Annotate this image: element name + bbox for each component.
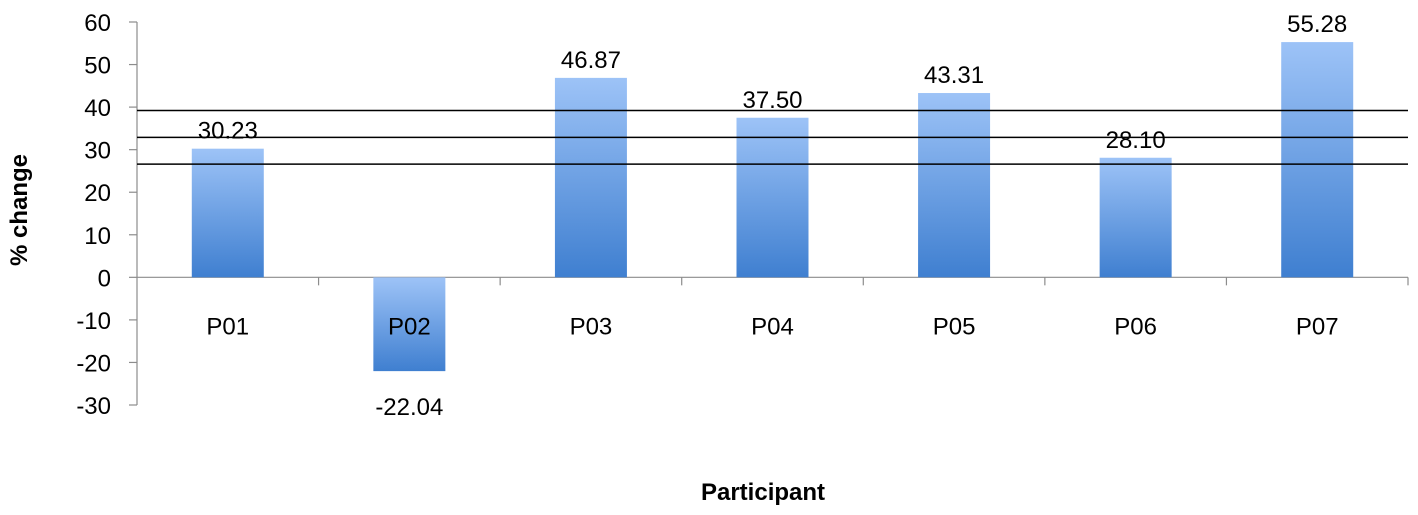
y-tick-label: 10 (84, 223, 111, 250)
bar-p03 (554, 77, 627, 278)
y-tick-label: -30 (76, 393, 111, 420)
data-label-p01: 30.23 (198, 118, 258, 145)
bar-p01 (191, 148, 264, 278)
bar-p07 (1281, 42, 1354, 278)
y-tick-label: 40 (84, 95, 111, 122)
bar-p02 (373, 277, 446, 372)
y-axis-title: % change (6, 154, 33, 266)
y-tick-label: -10 (76, 308, 111, 335)
bar-p06 (1099, 157, 1172, 278)
y-tick-label: 0 (98, 265, 111, 292)
x-tick-label: P01 (206, 313, 249, 340)
bar-p04 (736, 117, 809, 278)
y-tick-label: 50 (84, 53, 111, 80)
y-tick-label: -20 (76, 350, 111, 377)
bars (191, 42, 1354, 372)
data-label-p03: 46.87 (561, 47, 621, 74)
reference-lines (137, 109, 1408, 165)
data-label-p05: 43.31 (924, 62, 984, 89)
y-tick-label: 20 (84, 180, 111, 207)
x-axis-title: Participant (701, 479, 825, 506)
bar-p05 (918, 93, 991, 278)
x-tick-label: P07 (1296, 313, 1339, 340)
data-label-p07: 55.28 (1287, 11, 1347, 38)
labels: P01 30.23 P02 -22.04 P03 46.87 P04 37.50 P05 43.3… (198, 11, 1347, 421)
data-label-p02: -22.04 (375, 394, 443, 421)
y-axis: 60 50 40 30 20 10 0 -10 -20 -30 (76, 10, 1409, 420)
x-tick-label: P02 (388, 313, 431, 340)
y-tick-label: 30 (84, 138, 111, 165)
y-tick-label: 60 (84, 10, 111, 37)
x-tick-label: P06 (1114, 313, 1157, 340)
data-label-p04: 37.50 (742, 87, 802, 114)
data-label-p06: 28.10 (1106, 127, 1166, 154)
x-tick-label: P04 (751, 313, 794, 340)
x-tick-label: P03 (570, 313, 613, 340)
x-tick-label: P05 (933, 313, 976, 340)
